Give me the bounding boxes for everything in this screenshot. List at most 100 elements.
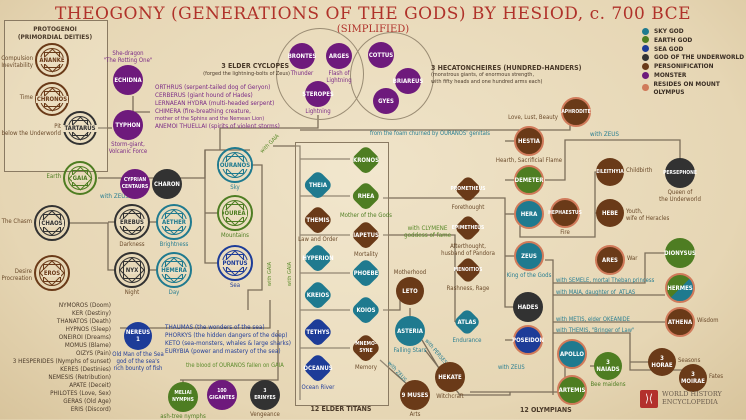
deity-name: NYX	[124, 266, 140, 274]
deity-name: CHARON	[154, 180, 180, 188]
deity-name: EILEITHYIA	[596, 168, 624, 175]
deity-naiads: 3 NAIADS	[594, 352, 622, 380]
deity-kronos: KRONOS	[350, 144, 382, 176]
deity-name: RHEA	[357, 192, 375, 200]
deity-name: 3 ERINYES	[254, 388, 276, 401]
list-item: KETO (sea-monsters, whales & large shark…	[165, 340, 291, 347]
list-item: PHILOTES (Love, Sex)	[50, 390, 111, 397]
deity-epimetheus: EPIMETHEUS	[452, 213, 484, 243]
legend-label: MONSTER	[654, 71, 687, 79]
deity-dionysus: DIONYSUS	[664, 238, 696, 268]
deity-name: HESTIA	[518, 137, 540, 145]
cyclopes-heading: 3 ELDER CYCLOPES	[221, 62, 289, 70]
deity-cottus: COTTUS	[368, 42, 394, 68]
deity-tethys: TETHYS	[302, 316, 334, 348]
list-item: OIZYS (Pain)	[75, 350, 111, 357]
deity-name: NEREUS 1	[125, 329, 151, 343]
deity-name: HYPERION	[302, 254, 334, 262]
deity-caption: ash-tree nymphs	[160, 413, 206, 420]
list-item: ERIS (Discord)	[70, 406, 111, 413]
deity-name: 9 MUSES	[401, 391, 429, 399]
nyx-children-list: NYMOROS (Doom) KER (Destiny) THANATOS (D…	[0, 302, 111, 414]
legend-swatch	[642, 84, 649, 92]
legend-item-monster: MONSTER	[642, 71, 686, 79]
deity-erebus: EREBUS	[114, 204, 150, 240]
relation-label: with METIS, elder OKEANIDE	[556, 317, 630, 323]
deity-ananke: ANANKE	[35, 43, 69, 77]
deity-caption: Hearth, Sacrificial Flame	[495, 157, 563, 164]
deity-name: MNEMO- SYNE	[355, 341, 377, 354]
deity-caption: She-dragon "The Rotting One"	[103, 50, 153, 64]
deity-caption: Earth	[46, 173, 61, 180]
deity-name: CHAOS	[40, 219, 64, 227]
list-item: GERAS (Old Age)	[63, 398, 111, 405]
deity-nyx: NYX	[114, 252, 150, 288]
hecatoncheires-heading: 3 HECATONCHEIRES (HUNDRED-HANDERS)	[431, 64, 582, 72]
deity-name: CYPRIAN CENTAURS	[121, 177, 149, 190]
list-item: APATE (Deceit)	[69, 382, 111, 389]
deity-hades: HADES	[513, 292, 543, 322]
pontus-children-list: THAUMAS (the wonders of the sea) PHORKYS…	[165, 324, 291, 356]
deity-caption: Darkness	[119, 241, 145, 248]
legend-item-sky: SKY GOD	[642, 27, 684, 35]
deity-gigantes: 100 GIGANTES	[207, 380, 237, 410]
list-item: CERBERUS (giant hound of Hades)	[155, 92, 253, 99]
deity-name: ATHENA	[667, 318, 693, 326]
relation-label: with SEMELE, mortal Theban princess	[556, 278, 655, 284]
deity-caption: Day	[168, 289, 180, 296]
deity-caption: War	[627, 255, 638, 262]
deity-caption: Compulsion Inevitability	[1, 55, 33, 69]
deity-arges: ARGES	[326, 43, 352, 69]
deity-name: PHOEBE	[353, 269, 379, 277]
legend-item-earth: EARTH GOD	[642, 36, 692, 44]
relation-label: with MAIA, daughter of ATLAS	[556, 290, 636, 296]
deity-athena: ATHENA	[665, 307, 695, 337]
deity-brontes: BRONTES	[288, 43, 316, 69]
deity-caption: Memory	[355, 364, 377, 371]
list-item: 3 HESPERIDES (Nymphs of sunset)	[12, 358, 111, 365]
deity-name: IAPETUS	[353, 231, 379, 239]
deity-gaia: GAIA	[63, 161, 97, 195]
deity-caption: Storm-giant, Volcanic Force	[108, 141, 148, 155]
deity-caption: Childbirth	[626, 167, 653, 174]
deity-caption: Time	[19, 94, 33, 101]
deity-name: KREIOS	[306, 291, 330, 299]
deity-asteria: ASTERIA	[395, 316, 425, 346]
legend-item-sea: SEA GOD	[642, 45, 683, 53]
deity-tartarus: TARTARUS	[63, 111, 97, 145]
deity-caption: Law and Order	[298, 236, 338, 243]
deity-moirae: 3 MOIRAE	[679, 364, 707, 392]
deity-name: CHRONOS	[35, 95, 69, 103]
deity-name: HERMES	[667, 284, 693, 292]
deity-nereus: NEREUS 1	[124, 322, 152, 350]
star-emblem-icon	[68, 166, 92, 190]
legend-label: SEA GOD	[654, 44, 684, 53]
deity-name: APOLLO	[560, 350, 584, 358]
deity-caption: Bee maidens	[590, 381, 626, 388]
relation-label: with GAIA	[287, 261, 294, 287]
deity-caption: Seasons	[678, 357, 701, 364]
deity-name: PERSEPHONE	[663, 169, 697, 176]
relation-label: from the foam churned by OURANOS' genita…	[370, 131, 490, 137]
legend-label: RESIDES ON MOUNT OLYMPUS	[653, 79, 720, 96]
deity-steropes: STEROPES	[302, 81, 334, 107]
deity-caption: Forethought	[451, 204, 485, 211]
deity-demeter: DEMETER	[514, 165, 544, 195]
deity-name: OURANOS	[218, 161, 252, 169]
deity-name: TETHYS	[306, 328, 330, 336]
deity-name: AETHER	[161, 218, 187, 226]
logo-text: WORLD HISTORY ENCYCLOPEDIA	[662, 390, 722, 406]
deity-caption: Brightness	[159, 241, 189, 248]
deity-muses: 9 MUSES	[400, 380, 430, 410]
deity-menoitios: MENOITIOS	[454, 255, 482, 285]
deity-hera: HERA	[514, 199, 544, 229]
deity-horae: 3 HORAE	[648, 348, 676, 376]
deity-hekate: HEKATE	[435, 362, 465, 392]
deity-name: EREBUS	[119, 218, 145, 226]
deity-name: HADES	[517, 303, 539, 311]
deity-caption: Motherhood	[393, 269, 427, 276]
list-item: EURYBIA (power and mastery of the sea)	[165, 348, 281, 355]
legend-swatch	[642, 53, 649, 61]
deity-chronos: CHRONOS	[35, 82, 69, 116]
deity-name: LETO	[402, 287, 418, 295]
